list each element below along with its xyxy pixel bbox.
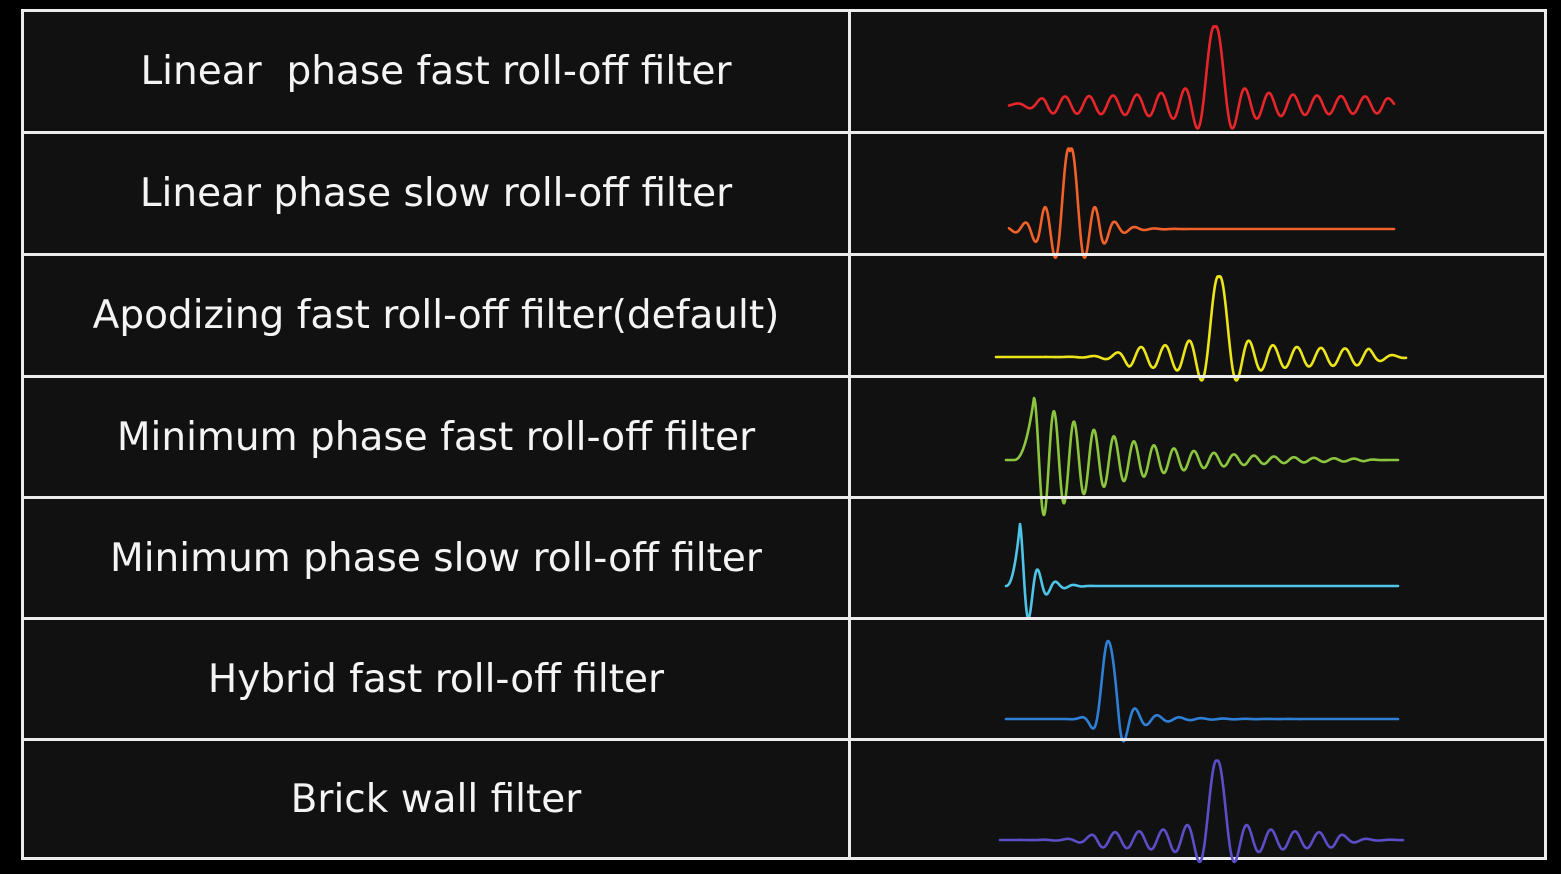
filter-name: Minimum phase fast roll-off filter [116, 414, 756, 460]
row-divider [24, 738, 1544, 741]
filter-name: Hybrid fast roll-off filter [207, 656, 665, 702]
impulse-response-waveform [1007, 24, 1396, 130]
waveform-cell [851, 12, 1547, 131]
filter-name-cell: Apodizing fast roll-off filter(default) [24, 256, 848, 375]
filter-name: Linear phase slow roll-off filter [139, 171, 733, 216]
filter-name: Minimum phase slow roll-off filter [110, 535, 762, 581]
filter-row-linear-slow: Linear phase slow roll-off filter [24, 134, 1547, 259]
filter-name-cell: Hybrid fast roll-off filter [24, 620, 848, 738]
filter-row-hybrid-fast: Hybrid fast roll-off filter [24, 620, 1547, 743]
impulse-response-waveform [994, 275, 1408, 382]
filter-name-cell: Minimum phase slow roll-off filter [24, 499, 848, 617]
waveform-trace [1004, 639, 1400, 743]
waveform-cell [851, 741, 1547, 864]
impulse-response-waveform [1004, 396, 1400, 517]
filter-row-minimum-fast: Minimum phase fast roll-off filter [24, 378, 1547, 517]
filter-row-minimum-slow: Minimum phase slow roll-off filter [24, 499, 1547, 620]
waveform-trace [994, 275, 1408, 382]
waveform-cell [851, 378, 1547, 517]
filter-name: Brick wall filter [290, 776, 582, 822]
waveform-cell [851, 499, 1547, 620]
filter-row-linear-fast: Linear phase fast roll-off filter [24, 12, 1544, 131]
impulse-response-waveform [1007, 147, 1396, 259]
row-divider [24, 375, 1544, 378]
filter-name-cell: Minimum phase fast roll-off filter [24, 378, 848, 496]
impulse-response-waveform [1004, 639, 1400, 743]
waveform-cell [851, 256, 1547, 382]
column-divider [848, 12, 851, 857]
impulse-response-waveform [1004, 522, 1400, 620]
row-divider [24, 617, 1544, 620]
row-divider [24, 253, 1544, 256]
filter-name: Apodizing fast roll-off filter(default) [92, 293, 780, 338]
impulse-response-waveform [998, 759, 1405, 864]
filter-name-cell: Linear phase fast roll-off filter [24, 12, 848, 131]
waveform-trace [1004, 522, 1400, 620]
filter-name: Linear phase fast roll-off filter [140, 49, 732, 94]
filter-table: Linear phase fast roll-off filter Linear… [21, 9, 1547, 864]
row-divider [24, 131, 1544, 134]
waveform-cell [851, 134, 1547, 259]
waveform-trace [1007, 24, 1396, 130]
filter-row-brick-wall: Brick wall filter [24, 741, 1547, 864]
row-divider [24, 496, 1544, 499]
waveform-trace [1004, 396, 1400, 517]
filter-row-apodizing-fast: Apodizing fast roll-off filter(default) [24, 256, 1547, 382]
waveform-cell [851, 620, 1547, 743]
filter-name-cell: Linear phase slow roll-off filter [24, 134, 848, 253]
waveform-trace [1007, 147, 1396, 259]
waveform-trace [998, 759, 1405, 864]
filter-name-cell: Brick wall filter [24, 741, 848, 857]
